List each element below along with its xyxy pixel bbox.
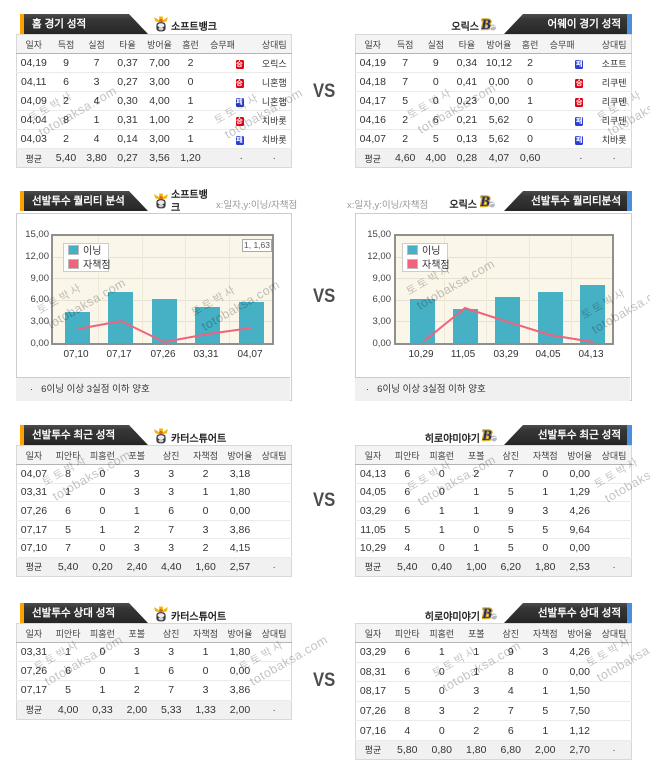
svg-text:B: B [481,17,491,32]
svg-text:B: B [482,606,492,621]
svg-text:B: B [482,428,492,443]
svg-text:B: B [482,428,492,443]
svg-text:B: B [482,606,492,621]
svg-text:B: B [480,194,490,209]
svg-text:B: B [480,194,490,209]
svg-text:B: B [481,17,491,32]
